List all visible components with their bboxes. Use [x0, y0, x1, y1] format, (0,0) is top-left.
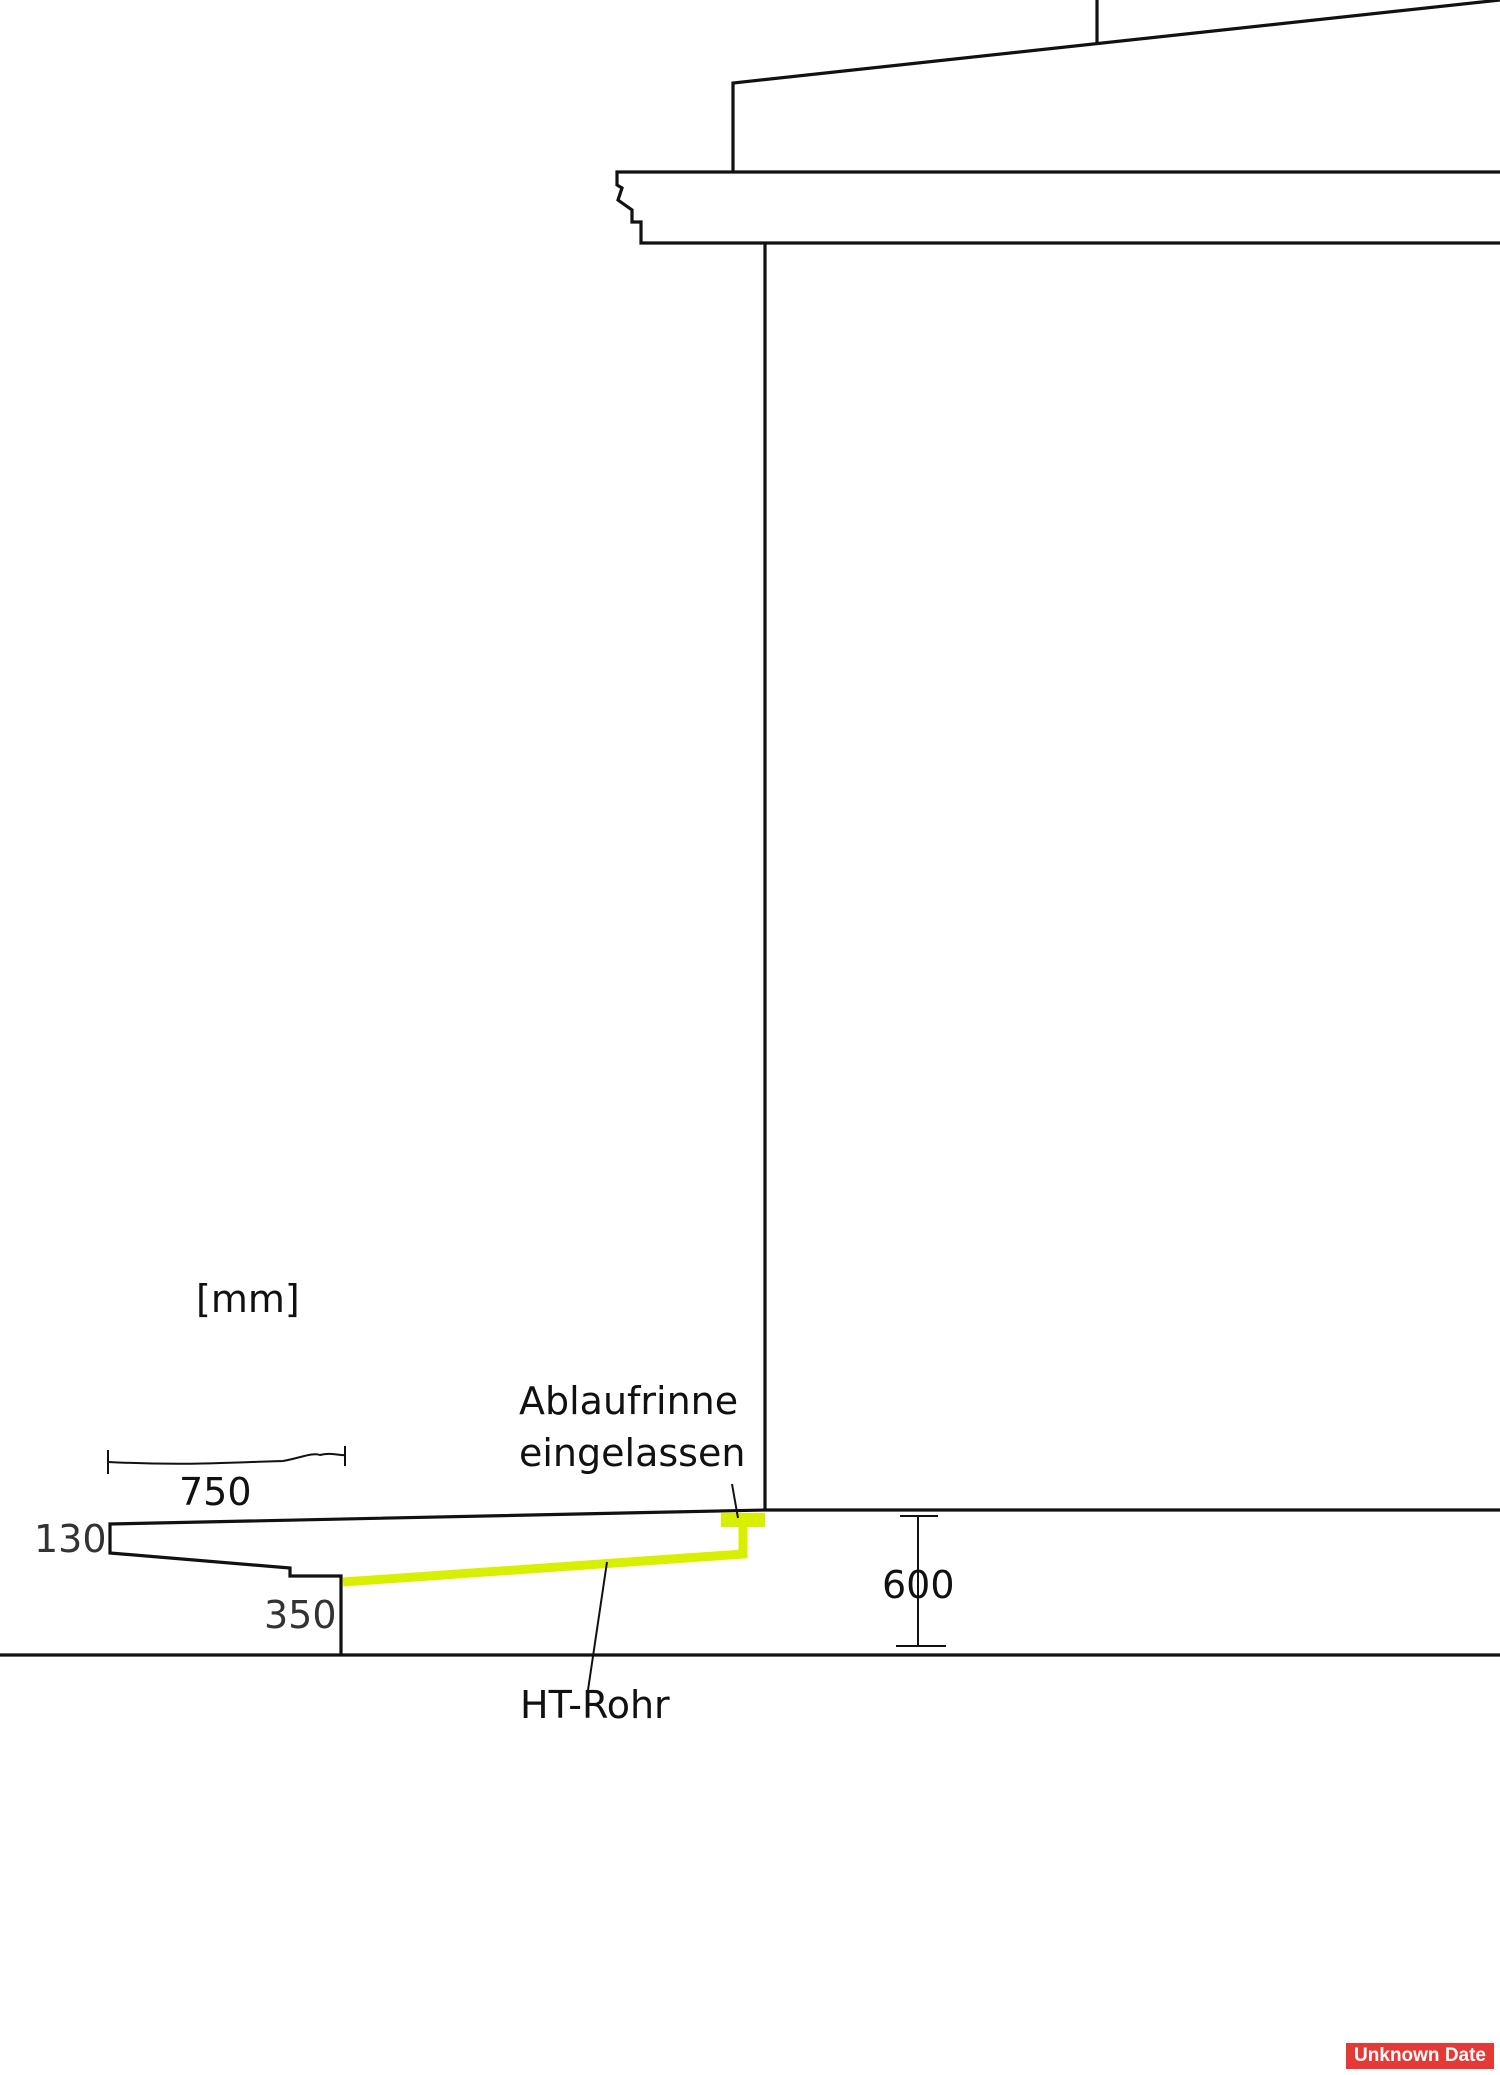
gutter-label-line2: eingelassen: [519, 1431, 746, 1475]
date-badge: Unknown Date: [1346, 2043, 1494, 2069]
cantilever-slab: [108, 1508, 766, 1655]
roof-line: [731, 0, 1500, 172]
width-dimension-line: [107, 1452, 346, 1465]
drain-gutter: [721, 1513, 765, 1527]
top-dimension-label: 130: [34, 1517, 107, 1561]
bottom-dimension-label: 350: [264, 1593, 337, 1637]
units-label: [mm]: [196, 1277, 300, 1321]
height-dimension-label: 600: [882, 1563, 955, 1607]
gutter-leader: [731, 1483, 739, 1519]
gutter-label-line1: Ablaufrinne: [519, 1379, 739, 1423]
eave-slab: [615, 170, 1500, 245]
pipe-leader: [587, 1561, 608, 1691]
pipe-label: HT-Rohr: [520, 1683, 670, 1727]
width-dimension-label: 750: [179, 1470, 252, 1514]
ht-pipe: [342, 1522, 748, 1587]
